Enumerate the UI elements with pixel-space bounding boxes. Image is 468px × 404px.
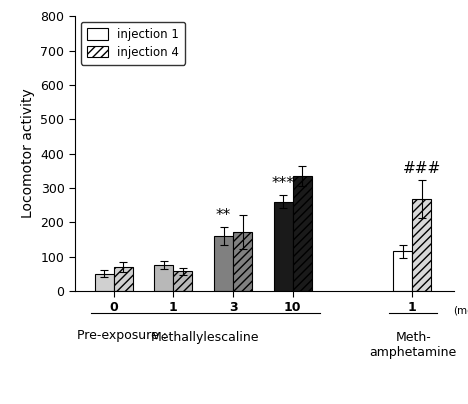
Text: ###: ### <box>402 161 441 176</box>
Bar <box>393 251 412 291</box>
Text: Meth-
amphetamine: Meth- amphetamine <box>370 331 457 359</box>
Text: Methallylescaline: Methallylescaline <box>151 331 260 344</box>
Bar <box>214 236 233 291</box>
Text: **: ** <box>216 208 231 223</box>
Bar <box>233 232 252 291</box>
Bar <box>293 176 312 291</box>
Legend: injection 1, injection 4: injection 1, injection 4 <box>81 22 185 65</box>
Y-axis label: Locomotor activity: Locomotor activity <box>21 88 35 219</box>
Bar <box>154 265 173 291</box>
Bar <box>173 271 192 291</box>
Text: ***: *** <box>272 176 295 191</box>
Bar <box>412 199 431 291</box>
Text: (mg/kg/10ml): (mg/kg/10ml) <box>453 306 468 316</box>
Bar <box>114 267 133 291</box>
Bar <box>95 274 114 291</box>
Bar <box>274 202 293 291</box>
Text: Pre-exposure :: Pre-exposure : <box>77 329 167 342</box>
